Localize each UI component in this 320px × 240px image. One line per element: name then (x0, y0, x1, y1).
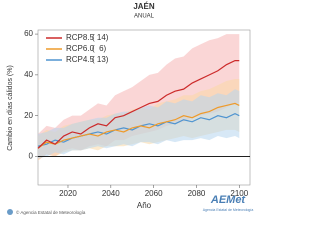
y-axis-label: Cambio en días cálidos (%) (7, 65, 14, 151)
legend-count: ( 6) (92, 44, 107, 53)
x-tick-label: 2060 (145, 189, 163, 198)
legend-count: ( 14) (92, 33, 109, 42)
series-line (37, 102, 240, 149)
x-tick-label: 2080 (188, 189, 206, 198)
legend-label: RCP6.0 (66, 44, 95, 53)
x-axis-label: Año (137, 201, 152, 210)
footer: © Agencia Estatal de Meteorología (16, 209, 86, 215)
y-tick-label: 20 (24, 111, 33, 120)
legend-count: ( 13) (92, 55, 109, 64)
chart-title: JAÉN (133, 2, 155, 11)
x-tick-label: 2100 (230, 189, 248, 198)
footer-icon (7, 209, 13, 215)
plot-frame (37, 29, 251, 186)
y-tick-label: 40 (24, 70, 33, 79)
series-line (37, 59, 240, 149)
logo: AEMet (210, 194, 247, 206)
x-tick-label: 2040 (102, 189, 120, 198)
x-tick-label: 2020 (59, 189, 77, 198)
legend-label: RCP8.5 (66, 33, 95, 42)
uncertainty-band (38, 89, 240, 159)
y-tick-label: 60 (24, 29, 33, 38)
logo-caption: Agencia Estatal de Meteorología (203, 208, 254, 212)
legend-label: RCP4.5 (66, 55, 95, 64)
chart: JAÉN ANUAL Año Cambio en días cálidos (%… (7, 2, 254, 215)
y-tick-label: 0 (29, 152, 34, 161)
chart-subtitle: ANUAL (134, 14, 155, 20)
page: JAÉN ANUAL Año Cambio en días cálidos (%… (6, 2, 254, 216)
